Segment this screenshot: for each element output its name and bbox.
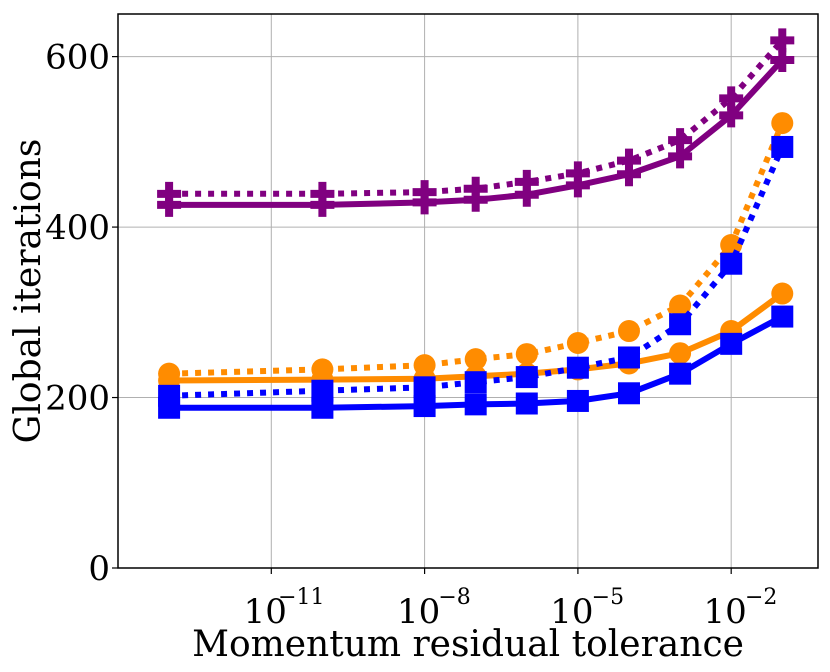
x-tick-label: 10 (550, 592, 593, 632)
series-line (169, 121, 786, 377)
data-point (617, 320, 640, 343)
data-point (616, 162, 641, 187)
series-1 (157, 28, 795, 206)
series-line (169, 145, 786, 399)
x-tick-exponent: −11 (278, 585, 324, 610)
x-tick-exponent: −2 (745, 585, 777, 610)
data-point (565, 161, 590, 186)
data-point (515, 366, 538, 389)
x-tick-label: 10 (397, 592, 440, 632)
data-point (515, 343, 538, 366)
y-tick-label: 0 (88, 549, 110, 589)
data-point (463, 176, 488, 201)
data-point (311, 379, 334, 402)
data-point (566, 356, 589, 379)
series-3 (158, 112, 794, 385)
data-point (616, 148, 641, 173)
data-point (771, 112, 794, 135)
x-tick-exponent: −8 (438, 585, 470, 610)
data-point (413, 354, 436, 377)
data-point (668, 128, 693, 153)
data-point (158, 384, 181, 407)
y-tick-label: 400 (45, 208, 110, 248)
series-layer (157, 28, 795, 419)
data-point (770, 48, 795, 73)
x-tick-exponent: −5 (592, 585, 624, 610)
data-point (464, 348, 487, 371)
grid (118, 14, 818, 569)
data-point (770, 28, 795, 53)
series-5 (158, 135, 794, 407)
x-tick-label: 10 (704, 592, 747, 632)
data-point (771, 305, 794, 328)
data-point (514, 169, 539, 194)
data-point (413, 376, 436, 399)
data-point (720, 252, 743, 275)
data-point (668, 144, 693, 169)
data-point (157, 181, 182, 206)
series-line (169, 38, 785, 197)
data-point (412, 180, 437, 205)
series-line (169, 57, 785, 208)
series-line (169, 291, 785, 384)
data-point (720, 332, 743, 355)
x-ticks: 10−11 10−8 10−5 10−2 (244, 568, 777, 632)
data-point (669, 362, 692, 385)
data-point (617, 382, 640, 405)
y-tick-label: 200 (45, 379, 110, 419)
data-point (310, 181, 335, 206)
data-point (617, 346, 640, 369)
plot-frame (117, 13, 819, 569)
data-point (566, 331, 589, 354)
data-point (669, 342, 692, 365)
data-point (464, 393, 487, 416)
data-point (311, 358, 334, 381)
data-point (719, 103, 744, 128)
data-point (669, 294, 692, 317)
data-point (311, 396, 334, 419)
data-point (771, 282, 794, 305)
x-axis-label: Momentum residual tolerance (192, 624, 744, 665)
x-tick-label: 10 (244, 592, 287, 632)
data-point (566, 389, 589, 412)
series-4 (158, 305, 794, 419)
y-tick-label: 600 (45, 38, 110, 78)
data-point (669, 313, 692, 336)
data-point (771, 135, 794, 158)
data-point (464, 371, 487, 394)
data-point (515, 392, 538, 415)
y-ticks: 0 200 400 600 (45, 38, 118, 589)
data-point (158, 362, 181, 385)
data-point (514, 182, 539, 207)
data-point (719, 86, 744, 111)
series-line (169, 313, 784, 411)
data-point (413, 395, 436, 418)
y-axis-label: Global iterations (8, 139, 49, 444)
